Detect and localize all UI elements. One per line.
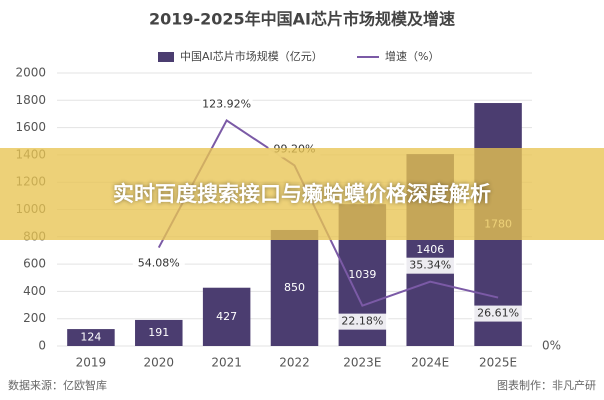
y-tick-label: 0 — [38, 339, 46, 353]
x-tick-label: 2023E — [343, 356, 381, 370]
line-value-label: 54.08% — [138, 257, 180, 270]
y2-tick-label: 0% — [542, 339, 561, 353]
chart-title: 2019-2025年中国AI芯片市场规模及增速 — [149, 10, 455, 29]
bar-value-label: 427 — [216, 310, 237, 323]
x-tick-label: 2024E — [411, 356, 449, 370]
label-bg — [200, 96, 253, 113]
credit: 图表制作：非凡产研 — [497, 378, 596, 392]
x-tick-label: 2020 — [144, 356, 175, 370]
legend-swatch — [158, 52, 174, 62]
y-tick-label: 1800 — [15, 93, 46, 107]
line-value-label: 22.18% — [341, 315, 383, 328]
y-tick-label: 1600 — [15, 120, 46, 134]
label-bg — [404, 257, 457, 274]
y-tick-label: 400 — [23, 284, 46, 298]
x-tick-label: 2025E — [479, 356, 517, 370]
bar — [202, 287, 251, 346]
label-bg — [472, 305, 525, 322]
y-tick-label: 600 — [23, 257, 46, 271]
line-value-label: 123.92% — [202, 97, 251, 110]
line-value-label: 35.34% — [409, 259, 451, 272]
bar-value-label: 1406 — [416, 243, 444, 256]
bar — [135, 319, 183, 346]
legend-label: 中国AI芯片市场规模（亿元） — [180, 49, 323, 63]
bar-value-label: 1039 — [348, 268, 376, 281]
bar — [270, 229, 319, 346]
bar-value-label: 850 — [284, 281, 305, 294]
x-tick-label: 2021 — [211, 356, 242, 370]
source: 数据来源：亿欧智库 — [8, 378, 107, 392]
y-tick-label: 2000 — [15, 66, 46, 80]
label-bg — [132, 255, 185, 272]
x-tick-label: 2019 — [76, 356, 107, 370]
label-bg — [336, 313, 389, 330]
legend-label: 增速（%） — [385, 49, 439, 63]
x-tick-label: 2022 — [279, 356, 310, 370]
y-tick-label: 200 — [23, 311, 46, 325]
line-value-label: 26.61% — [477, 307, 519, 320]
bar — [67, 329, 115, 346]
banner: 实时百度搜索接口与癞蛤蟆价格深度解析 — [0, 148, 604, 240]
bar-value-label: 191 — [148, 326, 169, 339]
bar-value-label: 124 — [80, 331, 101, 344]
